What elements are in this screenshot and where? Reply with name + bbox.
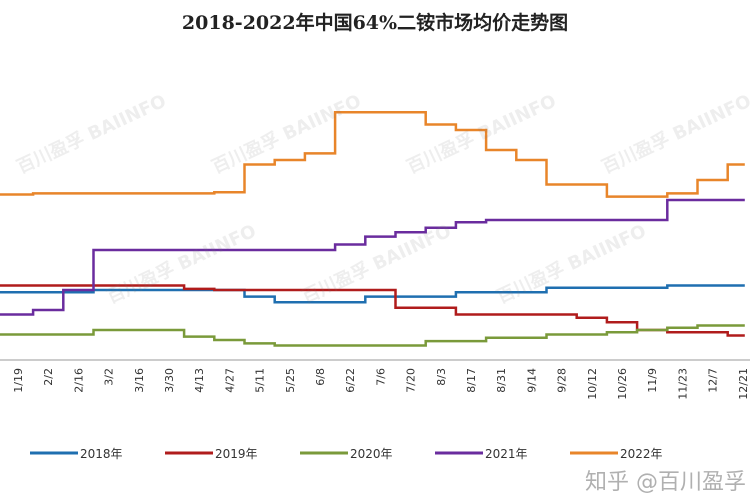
x-tick-label: 11/9: [646, 368, 659, 393]
x-tick-label: 9/28: [556, 368, 569, 393]
series-lines: [0, 110, 745, 347]
source-watermark: 知乎 @百川盈孚: [585, 470, 746, 495]
x-tick-label: 3/2: [103, 368, 116, 386]
x-tick-label: 2/2: [42, 368, 55, 386]
x-tick-label: 7/20: [405, 368, 418, 393]
x-tick-label: 4/13: [193, 368, 206, 393]
x-tick-label: 11/23: [676, 368, 689, 400]
x-tick-label: 10/12: [586, 368, 599, 400]
chart-title: 2018-2022年中国64%二铵市场均价走势图: [181, 12, 569, 34]
x-tick-label: 6/22: [344, 368, 357, 393]
x-tick-label: 4/27: [223, 368, 236, 393]
x-tick-label: 8/31: [495, 368, 508, 393]
x-tick-label: 5/11: [254, 368, 267, 393]
legend-label: 2020年: [350, 447, 393, 461]
x-tick-label: 2/16: [72, 368, 85, 393]
x-tick-label: 12/21: [737, 368, 750, 400]
x-tick-label: 10/26: [616, 368, 629, 400]
series-line-2022年: [0, 110, 745, 198]
legend-label: 2018年: [80, 447, 123, 461]
x-tick-label: 3/30: [163, 368, 176, 393]
x-tick-label: 9/14: [525, 368, 538, 393]
x-tick-label: 5/25: [284, 368, 297, 393]
legend-label: 2021年: [485, 447, 528, 461]
legend-label: 2019年: [215, 447, 258, 461]
legend-label: 2022年: [620, 447, 663, 461]
x-tick-label: 7/6: [374, 368, 387, 386]
series-line-2018年: [0, 284, 745, 304]
series-line-2021年: [0, 198, 745, 316]
x-tick-label: 8/3: [435, 368, 448, 386]
series-line-2020年: [0, 324, 745, 347]
x-tick-label: 6/8: [314, 368, 327, 386]
x-tick-label: 12/7: [707, 368, 720, 393]
legend: 2018年 2019年 2020年 2021年 2022年: [30, 447, 663, 461]
x-tick-label: 3/16: [133, 368, 146, 393]
x-tick-label: 1/19: [12, 368, 25, 393]
x-tick-label: 8/17: [465, 368, 478, 393]
x-tick-labels: 1/19 2/2 2/16 3/2 3/16 3/30 4/13 4/27 5/11 5/25 6/…: [12, 368, 750, 400]
